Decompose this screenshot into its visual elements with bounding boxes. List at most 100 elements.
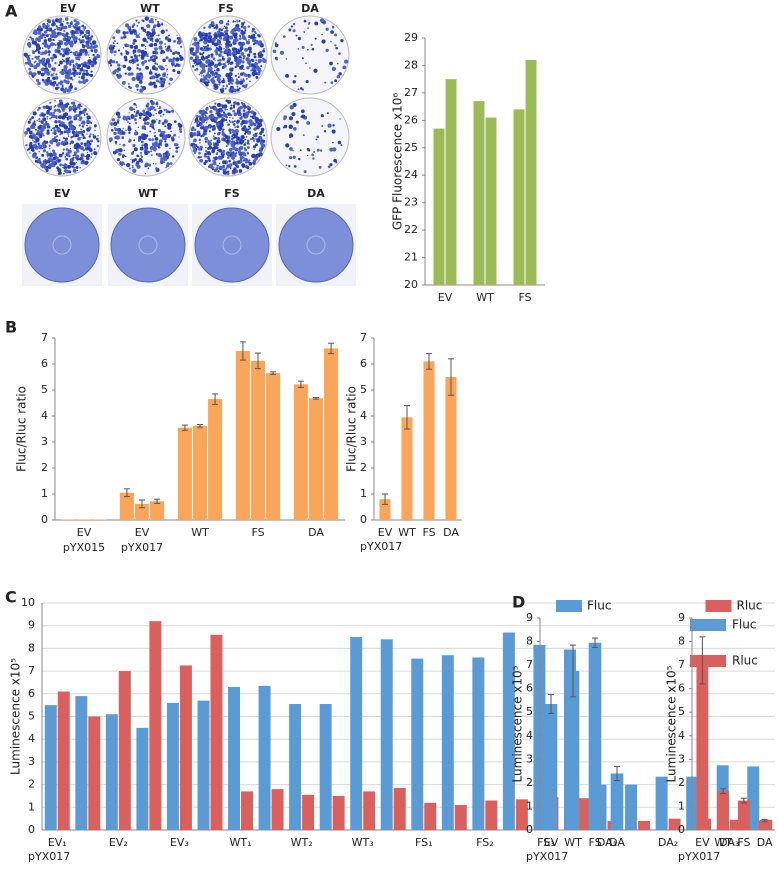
colony xyxy=(29,134,33,139)
colony xyxy=(158,121,161,125)
colony xyxy=(238,169,242,173)
colony xyxy=(197,147,201,151)
y-axis-label: Fluc/Rluc ratio xyxy=(345,386,359,472)
colony xyxy=(128,112,130,114)
colony xyxy=(116,157,121,162)
y-tick-label: 7 xyxy=(360,331,367,344)
colony xyxy=(228,48,231,51)
colony xyxy=(232,32,237,37)
colony xyxy=(205,121,208,124)
colony xyxy=(52,152,57,157)
colony xyxy=(41,141,46,147)
colony xyxy=(155,38,159,43)
colony xyxy=(333,158,337,163)
colony xyxy=(232,109,236,113)
colony xyxy=(152,81,156,85)
colony xyxy=(38,144,42,149)
bar xyxy=(44,705,57,830)
colony xyxy=(145,45,147,48)
colony xyxy=(132,143,136,148)
colony xyxy=(133,45,138,50)
y-tick-label: 4 xyxy=(678,729,685,742)
colony xyxy=(64,50,69,55)
colony xyxy=(168,58,173,63)
colony xyxy=(172,69,176,73)
colony xyxy=(47,24,50,28)
colony xyxy=(210,115,215,120)
colony xyxy=(329,147,334,152)
bar xyxy=(308,398,324,520)
colony xyxy=(67,24,72,29)
colony xyxy=(243,84,248,89)
bar xyxy=(177,427,192,520)
colony xyxy=(222,37,227,42)
colony xyxy=(48,152,53,157)
colony xyxy=(246,66,250,70)
colony xyxy=(53,81,57,85)
colony xyxy=(253,115,257,118)
colony xyxy=(231,120,234,124)
colony xyxy=(236,165,239,169)
colony xyxy=(155,18,157,21)
x-tick-label: DA₃ xyxy=(719,836,739,849)
colony xyxy=(238,147,242,151)
colony xyxy=(64,17,69,21)
colony xyxy=(239,72,244,76)
colony xyxy=(139,116,142,120)
colony xyxy=(31,75,35,78)
colony xyxy=(66,116,69,119)
colony xyxy=(63,25,68,30)
colony xyxy=(31,149,35,152)
colony xyxy=(227,112,231,116)
colony xyxy=(240,57,243,59)
colony xyxy=(193,128,197,131)
colony xyxy=(81,43,84,46)
colony xyxy=(197,132,201,137)
colony xyxy=(61,164,64,167)
colony xyxy=(125,31,129,35)
colony xyxy=(229,116,231,119)
colony xyxy=(112,36,116,40)
colony xyxy=(229,107,233,110)
colony xyxy=(78,55,81,59)
colony xyxy=(145,31,147,34)
bar xyxy=(136,727,149,830)
colony xyxy=(131,58,135,62)
colony xyxy=(84,155,86,158)
colony xyxy=(93,148,96,151)
colony xyxy=(218,30,221,33)
colony xyxy=(75,161,78,164)
bar xyxy=(513,109,525,285)
colony xyxy=(248,126,252,130)
colony xyxy=(83,62,85,64)
bar xyxy=(445,377,457,520)
colony xyxy=(68,109,71,112)
colony xyxy=(200,110,203,113)
legend-label: Fluc xyxy=(587,599,611,613)
colony xyxy=(156,34,158,37)
colony xyxy=(221,131,224,134)
colony xyxy=(44,50,48,54)
colony xyxy=(243,147,246,150)
colony xyxy=(151,142,156,147)
y-tick-label: 6 xyxy=(678,682,685,695)
colony xyxy=(71,141,74,145)
colony xyxy=(136,160,140,165)
colony xyxy=(157,110,162,115)
colony xyxy=(131,76,136,82)
colony xyxy=(222,27,225,30)
colony xyxy=(117,49,121,52)
colony xyxy=(53,33,57,38)
colony xyxy=(252,43,256,46)
colony xyxy=(166,152,171,157)
y-tick-label: 3 xyxy=(41,435,48,448)
colony xyxy=(116,42,119,45)
error-bar xyxy=(592,637,598,648)
colony xyxy=(58,64,61,67)
colony xyxy=(218,83,221,86)
colony xyxy=(303,170,307,174)
y-tick-label: 27 xyxy=(404,86,418,99)
colony xyxy=(34,128,37,131)
colony xyxy=(221,57,225,61)
colony xyxy=(111,118,116,122)
